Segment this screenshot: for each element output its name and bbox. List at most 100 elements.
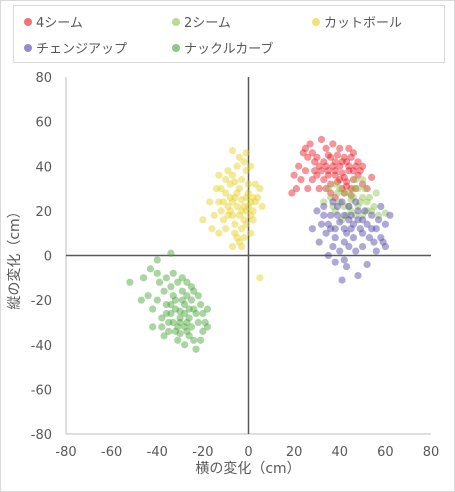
data-point (338, 158, 346, 166)
data-point (329, 162, 337, 170)
data-point (377, 202, 385, 211)
data-point (208, 225, 216, 233)
data-point (187, 283, 196, 291)
data-point (347, 191, 355, 199)
data-point (313, 171, 321, 179)
data-point (363, 198, 371, 206)
data-point (258, 202, 266, 211)
data-point (338, 276, 346, 284)
data-point (304, 184, 312, 193)
data-point (368, 173, 376, 182)
data-point (345, 202, 353, 211)
data-point (322, 162, 330, 170)
data-point (308, 225, 316, 233)
data-point (381, 220, 389, 228)
data-point (288, 189, 296, 197)
data-point (185, 332, 193, 340)
data-point (317, 167, 326, 175)
y-tick-label: 80 (35, 71, 52, 86)
data-point (235, 238, 243, 246)
series-group (288, 135, 376, 202)
data-point (347, 207, 355, 215)
data-point (361, 184, 369, 193)
data-point (345, 144, 353, 152)
data-point (251, 198, 259, 206)
data-point (347, 225, 355, 233)
data-point (349, 184, 358, 193)
data-point (347, 211, 355, 219)
data-point (363, 260, 371, 269)
data-point (340, 256, 348, 264)
data-point (381, 242, 389, 251)
data-point (194, 318, 202, 327)
data-point (377, 234, 385, 242)
data-point (158, 314, 166, 322)
data-point (176, 329, 184, 338)
data-point (231, 178, 239, 186)
data-point (226, 180, 234, 188)
y-tick-label: 60 (35, 116, 52, 131)
y-tick-label: -80 (31, 428, 52, 443)
data-point (178, 296, 186, 304)
data-point (345, 242, 353, 251)
data-point (146, 265, 155, 273)
data-point (379, 238, 387, 246)
data-point (370, 238, 378, 246)
data-point (231, 193, 239, 202)
data-point (345, 189, 353, 197)
x-tick-label: 40 (331, 445, 348, 460)
data-point (304, 153, 312, 161)
data-point (249, 207, 257, 215)
data-point (336, 176, 344, 184)
data-point (240, 216, 248, 224)
x-tick-label: 60 (377, 445, 394, 460)
data-point (342, 158, 351, 166)
data-point (386, 211, 394, 219)
data-point (324, 167, 332, 175)
data-point (336, 198, 344, 206)
data-point (333, 189, 342, 197)
data-point (171, 305, 180, 313)
data-point (174, 336, 182, 344)
data-point (358, 162, 367, 170)
data-point (185, 314, 193, 322)
data-point (349, 167, 358, 175)
data-point (340, 211, 348, 219)
data-point (365, 193, 374, 202)
legend: 4シーム 2シーム カットボール チェンジアップ ナックルカーブ (13, 5, 445, 63)
data-point (306, 140, 314, 148)
data-point (224, 211, 232, 219)
y-tick-label: 40 (35, 160, 52, 175)
series-group (126, 249, 212, 353)
data-point (238, 207, 246, 215)
data-point (167, 300, 175, 309)
data-point (242, 207, 250, 215)
data-point (349, 234, 358, 242)
data-point (228, 147, 237, 155)
data-point (240, 202, 248, 211)
data-point (354, 171, 362, 179)
data-point (183, 278, 191, 286)
data-point (238, 225, 246, 233)
data-point (331, 167, 339, 175)
data-point (238, 176, 246, 184)
data-point (162, 274, 170, 282)
data-point (210, 211, 218, 219)
data-point (315, 162, 323, 170)
data-point (297, 176, 305, 184)
data-point (345, 167, 353, 175)
data-point (315, 184, 323, 193)
data-point (342, 263, 351, 271)
data-point (256, 274, 264, 282)
data-point (358, 180, 367, 188)
data-point (228, 211, 237, 219)
data-point (171, 296, 180, 304)
data-point (333, 202, 342, 211)
data-point (336, 144, 344, 152)
data-point (342, 178, 351, 186)
data-point (301, 144, 310, 152)
x-tick-label: -60 (101, 445, 122, 460)
data-point (169, 269, 177, 277)
data-point (176, 307, 184, 315)
